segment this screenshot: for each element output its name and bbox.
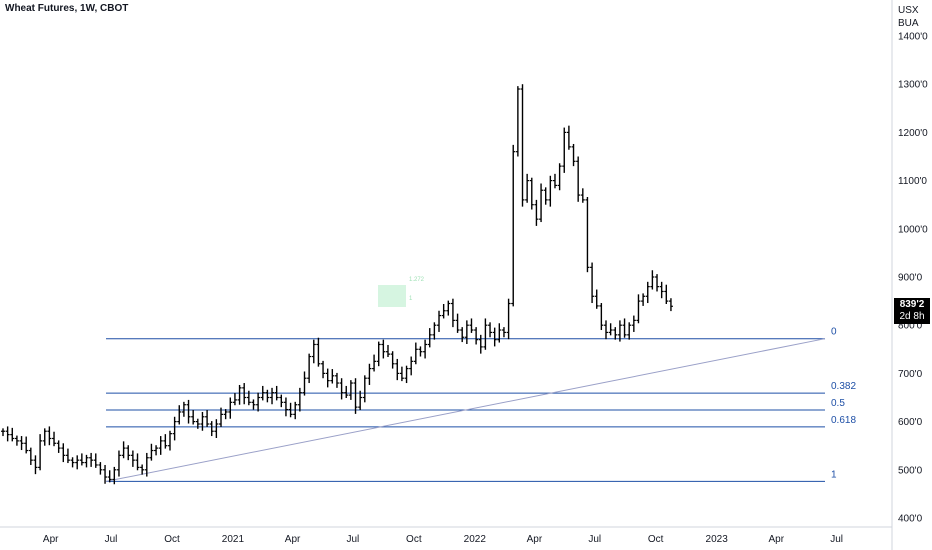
- marker-label-bottom: 1: [409, 296, 413, 302]
- x-tick-label: Jul: [830, 534, 843, 545]
- y-tick-label: 1300'0: [898, 80, 928, 91]
- y-tick-label: 400'0: [898, 514, 923, 525]
- trend-line-segment: [105, 338, 826, 482]
- y-tick-label: 1400'0: [898, 32, 928, 43]
- chart-title: Wheat Futures, 1W, CBOT: [5, 3, 129, 14]
- x-tick-label: Apr: [43, 534, 59, 545]
- x-tick-label: Jul: [105, 534, 118, 545]
- y-tick-label: 1000'0: [898, 224, 928, 235]
- fib-level-label: 0.382: [831, 381, 856, 392]
- price-bars: [1, 84, 673, 485]
- marker-box: [378, 285, 406, 307]
- y-tick-label: 1100'0: [898, 176, 927, 187]
- x-tick-label: 2023: [706, 534, 729, 545]
- marker-label-top: 1.272: [409, 277, 425, 283]
- y-tick-label: 600'0: [898, 417, 923, 428]
- x-tick-label: Jul: [588, 534, 601, 545]
- x-tick-label: Apr: [285, 534, 301, 545]
- bar-countdown: 2d 8h: [899, 311, 925, 322]
- trend-line[interactable]: [105, 338, 826, 482]
- x-tick-label: 2022: [464, 534, 487, 545]
- y-tick-label: 500'0: [898, 465, 923, 476]
- y-tick-label: 1200'0: [898, 128, 928, 139]
- fib-level-label: 0.618: [831, 415, 856, 426]
- fib-extension-marker[interactable]: 1.272 1: [378, 277, 425, 307]
- y-tick-label: 900'0: [898, 273, 923, 284]
- x-tick-label: Jul: [346, 534, 359, 545]
- x-tick-label: Apr: [769, 534, 785, 545]
- fib-level-label: 0.5: [831, 398, 845, 409]
- last-price: 839'2: [899, 299, 925, 310]
- time-axis[interactable]: Apr Jul Oct 2021 Apr Jul Oct 2022 Apr Jul Oct 2023 A…: [43, 534, 843, 545]
- x-tick-label: Oct: [406, 534, 422, 545]
- y-tick-label: 700'0: [898, 369, 923, 380]
- axis-unit-top: USX: [898, 5, 919, 16]
- price-axis[interactable]: 400'0 500'0 600'0 700'0 800'0 900'0 1000'0 1100…: [898, 32, 928, 525]
- x-tick-label: Apr: [527, 534, 543, 545]
- x-tick-label: Oct: [164, 534, 180, 545]
- axis-unit-bottom: BUA: [898, 18, 919, 29]
- fib-level-label: 0: [831, 327, 837, 338]
- x-tick-label: 2021: [222, 534, 245, 545]
- x-tick-label: Oct: [648, 534, 664, 545]
- y-tick-label: 800'0: [898, 321, 923, 332]
- fib-level-label: 1: [831, 469, 837, 480]
- last-price-tag: 839'2 2d 8h: [894, 298, 930, 324]
